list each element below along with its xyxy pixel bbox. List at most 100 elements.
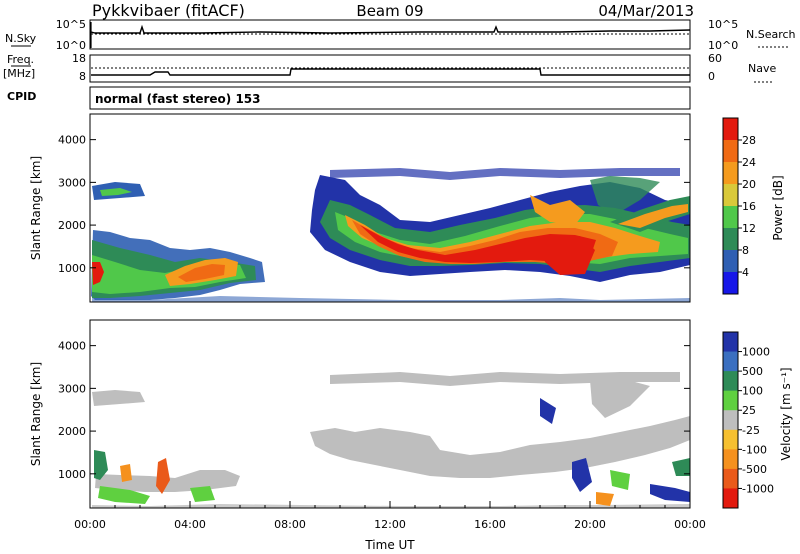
velocity-echo-blob: [94, 450, 108, 480]
power-colorbar: 28 24 20 16 12 8 4: [722, 117, 756, 295]
beam-title: Beam 09: [356, 2, 423, 20]
velocity-echo-blob: [672, 458, 690, 476]
noise-panel: N.Sky 10^5 10^0 10^5 10^0 N.Search: [5, 18, 796, 52]
y-tick-label: 3000: [58, 382, 86, 395]
power-echo-blob: [178, 264, 225, 282]
colorbar-tick-label: 8: [742, 244, 749, 257]
power-echo-blob: [530, 195, 585, 225]
velocity-colorbar: 1000 500 100 25 -25 -100 -500 -1000: [722, 331, 774, 509]
freq-label-line2: [MHz]: [3, 67, 35, 80]
power-panel: 1000 2000 3000 4000 Slant Range [km] 28 24 20…: [29, 113, 785, 303]
colorbar-segment: [723, 390, 738, 411]
velocity-panel: 1000 2000 3000 4000 Slant Range [km] 1000 50…: [29, 319, 793, 552]
cpid-label: CPID: [7, 90, 36, 103]
y-tick-label: 2000: [58, 425, 86, 438]
colorbar-tick-label: 1000: [742, 346, 770, 359]
colorbar-segment: [723, 272, 738, 295]
freq-label-line1: Freq.: [7, 53, 34, 66]
freq-trace: [91, 68, 690, 76]
freq-right-tick-bottom: 0: [708, 70, 715, 83]
velocity-echo-blob: [540, 398, 556, 424]
time-xlabel: Time UT: [364, 538, 415, 552]
colorbar-segment: [723, 140, 738, 163]
power-ylabel: Slant Range [km]: [29, 156, 43, 260]
y-tick-label: 2000: [58, 219, 86, 232]
power-echo-blob: [590, 176, 660, 215]
velocity-echo-blob: [596, 492, 614, 506]
colorbar-segment: [723, 162, 738, 185]
y-tick-label: 4000: [58, 340, 86, 353]
velocity-echo-blob: [590, 378, 650, 418]
power-echo-blob: [540, 236, 595, 275]
cpid-panel: normal (fast stereo) 153: [89, 86, 691, 110]
y-tick-label: 1000: [58, 262, 86, 275]
colorbar-segment: [723, 449, 738, 470]
power-echo-blob: [330, 168, 680, 180]
x-tick-label: 16:00: [474, 518, 506, 531]
power-colorbar-label: Power [dB]: [771, 175, 785, 240]
power-y-axis: 1000 2000 3000 4000: [58, 134, 690, 275]
noise-right-tick-bottom: 10^0: [708, 39, 738, 52]
velocity-echo-blob: [610, 470, 630, 490]
colorbar-tick-label: 100: [742, 385, 763, 398]
noise-left-tick-top: 10^5: [56, 18, 86, 31]
power-echo-blob: [92, 296, 690, 302]
velocity-echo-blob: [650, 484, 690, 502]
time-x-axis: 00:00 04:00 08:00 12:00 16:00 20:00 00:00: [74, 501, 706, 531]
colorbar-tick-label: 24: [742, 156, 756, 169]
colorbar-segment: [723, 228, 738, 251]
x-tick-label: 00:00: [74, 518, 106, 531]
colorbar-segment: [723, 118, 738, 141]
colorbar-segment: [723, 468, 738, 489]
noise-left-tick-bottom: 10^0: [56, 39, 86, 52]
colorbar-tick-label: 20: [742, 178, 756, 191]
velocity-echo-blob: [98, 486, 150, 504]
date-title: 04/Mar/2013: [598, 2, 694, 20]
y-tick-label: 4000: [58, 134, 86, 147]
noise-sky-trace: [90, 24, 691, 34]
colorbar-tick-label: -500: [742, 463, 767, 476]
colorbar-tick-label: 16: [742, 200, 756, 213]
velocity-echo-blob: [156, 458, 170, 494]
colorbar-tick-label: 25: [742, 404, 756, 417]
x-tick-label: 08:00: [274, 518, 306, 531]
velocity-echo-blob: [92, 390, 145, 406]
colorbar-tick-label: 12: [742, 222, 756, 235]
colorbar-tick-label: 28: [742, 134, 756, 147]
colorbar-segment: [723, 250, 738, 273]
velocity-echo-blob: [190, 486, 215, 502]
power-echo-blob: [100, 188, 132, 196]
velocity-echo-data: [92, 372, 690, 508]
y-tick-label: 3000: [58, 176, 86, 189]
x-tick-label: 20:00: [574, 518, 606, 531]
velocity-echo-blob: [120, 464, 132, 482]
colorbar-segment: [723, 184, 738, 207]
colorbar-segment: [723, 488, 738, 509]
velocity-ylabel: Slant Range [km]: [29, 362, 43, 466]
colorbar-tick-label: -1000: [742, 482, 774, 495]
colorbar-tick-label: 4: [742, 266, 749, 279]
velocity-colorbar-label: Velocity [m s⁻¹]: [779, 367, 793, 460]
x-tick-label: 12:00: [374, 518, 406, 531]
power-echo-data: [91, 168, 690, 302]
freq-right-tick-top: 60: [708, 52, 722, 65]
noise-right-label: N.Search: [746, 28, 796, 41]
power-echo-blob: [618, 204, 688, 228]
y-tick-label: 1000: [58, 468, 86, 481]
colorbar-frame: [722, 331, 739, 509]
colorbar-segment: [723, 429, 738, 450]
velocity-y-axis: 1000 2000 3000 4000: [58, 340, 690, 481]
velocity-echo-blob: [572, 458, 592, 492]
freq-left-tick-top: 18: [72, 52, 86, 65]
noise-right-tick-top: 10^5: [708, 18, 738, 31]
colorbar-segment: [723, 410, 738, 431]
cpid-text: normal (fast stereo) 153: [95, 92, 261, 106]
x-tick-label: 00:00: [674, 518, 706, 531]
freq-panel: Freq. [MHz] 18 8 60 0 Nave CPID: [3, 52, 776, 103]
colorbar-segment: [723, 332, 738, 353]
freq-left-tick-bottom: 8: [79, 70, 86, 83]
colorbar-tick-label: -25: [742, 424, 760, 437]
noise-left-label: N.Sky: [5, 32, 37, 45]
colorbar-tick-label: -100: [742, 443, 767, 456]
